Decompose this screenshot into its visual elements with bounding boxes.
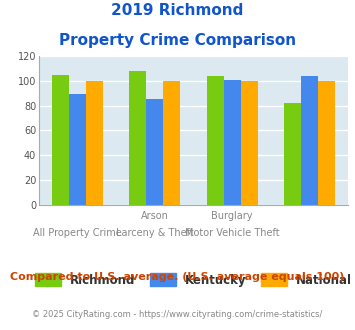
Bar xyxy=(241,81,258,205)
Text: Larceny & Theft: Larceny & Theft xyxy=(116,228,194,238)
Text: Compared to U.S. average. (U.S. average equals 100): Compared to U.S. average. (U.S. average … xyxy=(10,272,345,282)
Text: Arson: Arson xyxy=(141,211,169,221)
Bar xyxy=(224,80,241,205)
Bar xyxy=(146,99,163,205)
Bar xyxy=(52,75,69,205)
Text: Motor Vehicle Theft: Motor Vehicle Theft xyxy=(185,228,279,238)
Bar xyxy=(318,81,335,205)
Bar xyxy=(284,103,301,205)
Bar xyxy=(207,76,224,205)
Text: 2019 Richmond: 2019 Richmond xyxy=(111,3,244,18)
Text: All Property Crime: All Property Crime xyxy=(33,228,122,238)
Bar xyxy=(163,81,180,205)
Legend: Richmond, Kentucky, National: Richmond, Kentucky, National xyxy=(29,267,355,292)
Bar xyxy=(129,71,146,205)
Text: Property Crime Comparison: Property Crime Comparison xyxy=(59,33,296,48)
Text: © 2025 CityRating.com - https://www.cityrating.com/crime-statistics/: © 2025 CityRating.com - https://www.city… xyxy=(32,310,323,319)
Text: Burglary: Burglary xyxy=(211,211,253,221)
Bar xyxy=(69,94,86,205)
Bar xyxy=(86,81,103,205)
Bar xyxy=(301,76,318,205)
